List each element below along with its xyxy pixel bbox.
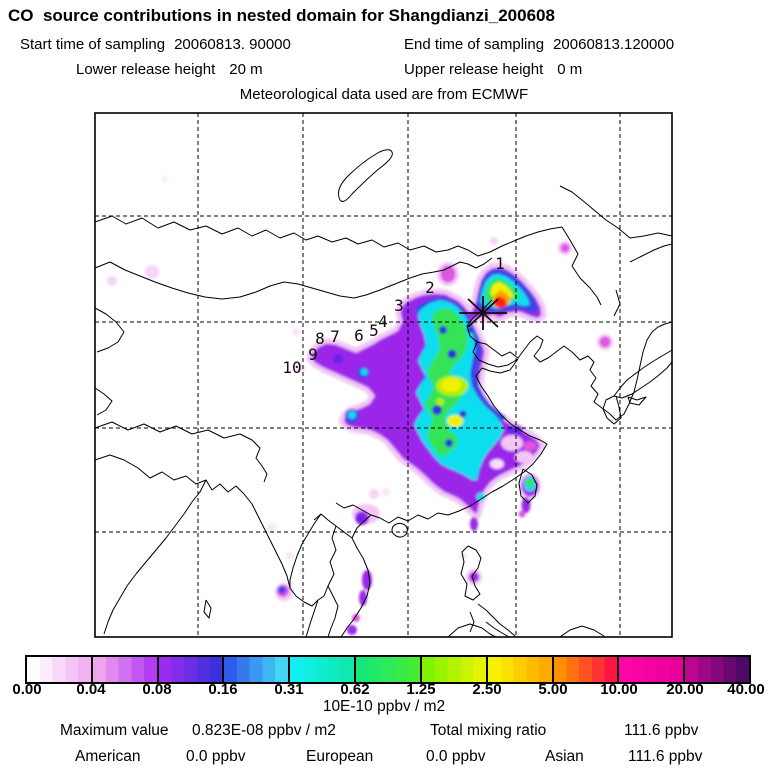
colorbar-tick-label: 0.31 xyxy=(274,681,304,698)
region-european-label: European xyxy=(306,748,374,765)
total-ratio-value: 111.6 ppbv xyxy=(624,722,699,739)
lake-baikal xyxy=(337,149,393,202)
region-asian-label: Asian xyxy=(545,748,584,765)
colorbar-tick-label: 1.25 xyxy=(406,681,436,698)
colorbar xyxy=(25,655,751,684)
hainan-island xyxy=(391,522,408,538)
china-coast xyxy=(340,299,548,638)
upper-release-label: Upper release height xyxy=(404,61,544,78)
trajectory-label-5: 5 xyxy=(369,321,379,340)
colorbar-tick-label: 5.00 xyxy=(538,681,568,698)
trajectory-label-4: 4 xyxy=(378,312,388,331)
upper-release: Upper release height 0 m xyxy=(404,61,582,78)
coastlines xyxy=(94,149,673,638)
trajectory-label-7: 7 xyxy=(330,327,340,346)
philippines-coast xyxy=(447,545,605,638)
japan-coast xyxy=(602,349,673,425)
colorbar-segment xyxy=(421,657,488,682)
figure-title: CO source contributions in nested domain… xyxy=(8,6,555,25)
upper-release-value: 0 m xyxy=(557,61,583,78)
indochina-borders xyxy=(289,502,372,638)
colorbar-segment xyxy=(553,657,620,682)
trajectory-label-3: 3 xyxy=(394,296,404,315)
trajectory-label-6: 6 xyxy=(354,326,364,345)
colorbar-segment xyxy=(356,657,422,682)
lower-release-label: Lower release height xyxy=(76,61,216,78)
end-time-value: 20060813.120000 xyxy=(553,36,675,53)
end-time-label: End time of sampling xyxy=(404,36,545,53)
lower-release-value: 20 m xyxy=(229,61,263,78)
plume-dark-spots xyxy=(432,326,473,447)
trajectory-label-9: 9 xyxy=(308,345,318,364)
site-marker-asterisk xyxy=(459,296,507,330)
met-note: Meteorological data used are from ECMWF xyxy=(239,86,529,103)
colorbar-segment xyxy=(685,657,749,682)
taiwan-island xyxy=(518,468,538,504)
india-myanmar-coast xyxy=(94,421,291,635)
max-value: 0.823E-08 ppbv / m2 xyxy=(192,722,336,739)
graticule xyxy=(95,113,672,637)
colorbar-tick-label: 0.08 xyxy=(142,681,172,698)
colorbar-tick-label: 2.50 xyxy=(472,681,502,698)
colorbar-segment xyxy=(27,657,93,682)
trajectory-labels: 1 2 3 4 5 6 7 8 9 10 xyxy=(282,254,504,377)
colorbar-segment xyxy=(487,657,554,682)
colorbar-segment xyxy=(224,657,291,682)
colorbar-tick-label: 0.00 xyxy=(12,681,42,698)
colorbar-segment xyxy=(619,657,686,682)
end-time: End time of sampling 20060813.120000 xyxy=(404,36,674,53)
colorbar-tick-label: 0.16 xyxy=(208,681,238,698)
trajectory-label-1: 1 xyxy=(495,254,505,273)
region-american-label: American xyxy=(75,748,141,765)
start-time-label: Start time of sampling xyxy=(20,36,166,53)
colorbar-tick-label: 20.00 xyxy=(666,681,704,698)
colorbar-tick-label: 40.00 xyxy=(727,681,765,698)
region-asian-value: 111.6 ppbv xyxy=(628,748,703,765)
central-asia-borders xyxy=(94,307,125,416)
max-value-label: Maximum value xyxy=(60,722,169,739)
colorbar-tick-label: 10.00 xyxy=(600,681,638,698)
start-time-value: 20060813. 90000 xyxy=(174,36,291,53)
trajectory-label-10: 10 xyxy=(282,358,301,377)
trajectory-label-8: 8 xyxy=(315,329,325,348)
colorbar-segment xyxy=(290,657,357,682)
trajectory-label-2: 2 xyxy=(425,278,435,297)
colorbar-tick-label: 0.62 xyxy=(340,681,370,698)
colorbar-tick-label: 0.04 xyxy=(76,681,106,698)
start-time: Start time of sampling 20060813. 90000 xyxy=(20,36,291,53)
colorbar-segment xyxy=(158,657,225,682)
border-russia-mongolia xyxy=(94,215,563,300)
colorbar-segment xyxy=(92,657,159,682)
colorbar-units: 10E-10 ppbv / m2 xyxy=(322,698,446,715)
lower-release: Lower release height 20 m xyxy=(76,61,263,78)
total-ratio-label: Total mixing ratio xyxy=(430,722,547,739)
region-european-value: 0.0 ppbv xyxy=(426,748,486,765)
ne-russia-coast xyxy=(559,185,673,317)
region-american-value: 0.0 ppbv xyxy=(186,748,246,765)
